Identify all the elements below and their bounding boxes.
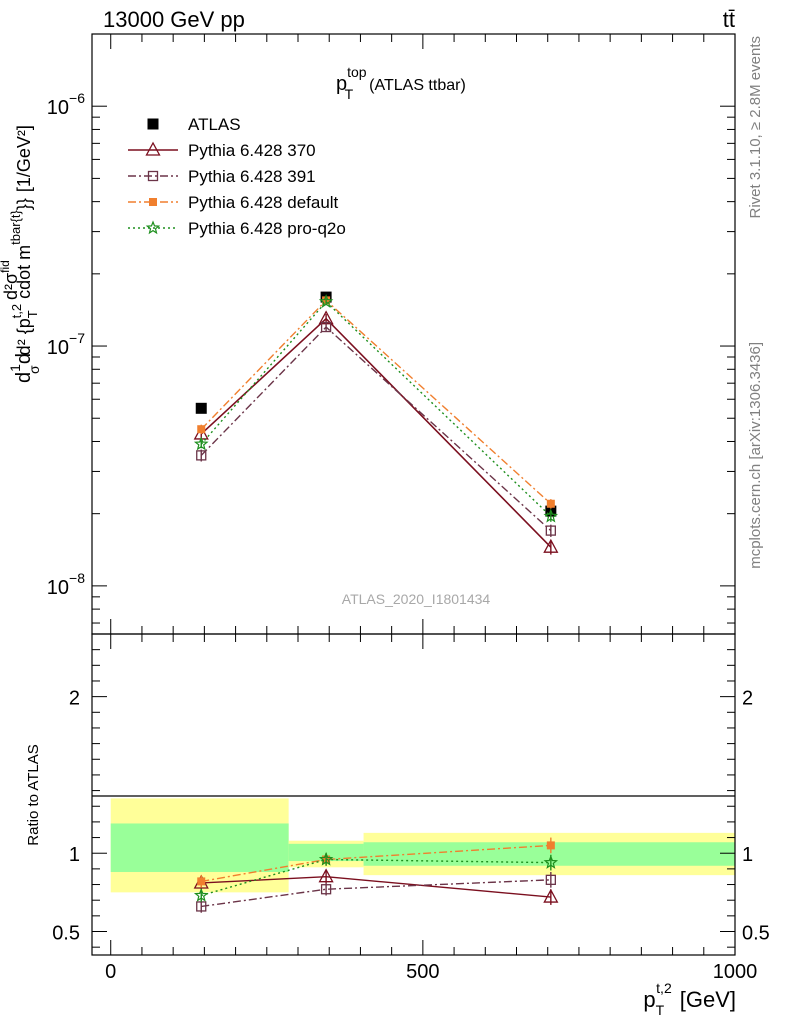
ratio-y-tick-label: 2 [69,688,80,710]
ratio-data-point [196,901,207,912]
main-series-line [200,326,552,532]
header-energy-label: 13000 GeV pp [103,7,245,32]
legend-marker [149,198,157,206]
rivet-version-label: Rivet 3.1.10, ≥ 2.8M events [747,36,764,219]
ratio-data-point [197,877,206,886]
legend-label: Pythia 6.428 370 [188,141,316,160]
main-panel: ptop T (ATLAS ttbar) ATLAS_2020_I1801434 1… [0,33,736,635]
ratio-uncertainty-bands [110,798,735,893]
main-y-axis-label: d1dσd² {pTt,2 cdot mtbar{t}}}[1/GeV²] [7,125,42,383]
main-data-point [195,402,207,414]
legend-label: Pythia 6.428 391 [188,167,316,186]
ratio-series [193,837,559,913]
main-y-tick-label: 10−7 [47,330,85,359]
legend-label: Pythia 6.428 pro-q2o [188,219,346,238]
x-tick-label: 1000 [713,961,758,983]
x-axis-label: pTt,2 [GeV] [643,980,736,1018]
legend-marker [145,141,161,156]
ratio-y-tick-labels: 0.5 0.5 1 1 2 2 [52,688,770,945]
legend: ATLAS Pythia 6.428 370 Pythia 6.428 391 Pyt… [128,115,346,238]
main-title: ptop T (ATLAS ttbar) [336,64,466,102]
main-series-line [200,317,552,548]
main-data-point [320,321,332,333]
ratio-data-point [193,887,209,902]
x-tick-label: 500 [406,961,439,983]
x-tick-label: 0 [105,961,116,983]
ratio-band-green [110,823,289,873]
legend-marker [147,118,159,130]
x-tick-labels: 0 500 1000 [105,961,757,983]
ratio-data-point [318,868,334,883]
main-data-point [196,450,207,461]
ratio-y-tick-label-right: 2 [742,688,753,710]
ratio-data-point [318,851,334,866]
ratio-data-point [543,888,559,903]
main-y-tick-label: 10−8 [47,570,85,599]
main-data-point [546,499,555,508]
main-data-point [193,436,209,451]
main-data-point [543,538,559,553]
main-data-point [543,508,559,523]
main-y-tick-label: 10−6 [47,90,85,119]
legend-label: Pythia 6.428 default [188,193,339,212]
ratio-data-point [543,854,559,869]
ratio-panel: 0.5 0.5 1 1 2 2 0 500 1000 Ratio to ATLAS pTt,2… [25,633,770,1018]
ratio-y-tick-label: 0.5 [52,923,80,945]
mcplots-label: mcplots.cern.ch [arXiv:1306.3436] [747,342,764,569]
analysis-watermark: ATLAS_2020_I1801434 [342,591,491,607]
ratio-y-tick-label-right: 0.5 [742,923,770,945]
ratio-band-green [363,842,735,866]
header-process-label: tt̄ [723,7,735,32]
ratio-data-point [545,874,556,885]
main-series-line [200,300,552,517]
ratio-series-line [201,879,551,908]
ratio-data-point [546,841,555,850]
main-series [193,291,559,555]
main-y-axis-numerator: d²σfid [0,260,21,300]
ratio-frame [91,633,736,956]
legend-label: ATLAS [188,115,241,134]
ratio-y-axis-label: Ratio to ATLAS [25,744,42,845]
main-data-point [197,425,206,434]
ratio-y-tick-label-right: 1 [742,844,753,866]
legend-marker [145,220,161,235]
ratio-ticks [92,634,736,955]
ratio-y-tick-label: 1 [69,844,80,866]
main-y-tick-labels: 10−6 10−7 10−8 [47,90,85,599]
ratio-data-point [320,884,332,895]
legend-marker [147,170,159,182]
main-data-point [545,525,556,536]
main-data-point [318,294,334,308]
main-ticks [92,33,736,634]
ratio-series-line [201,844,551,883]
main-series-line [200,299,552,505]
